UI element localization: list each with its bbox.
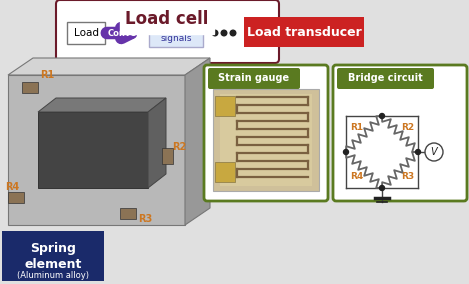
FancyBboxPatch shape <box>162 148 173 164</box>
Text: (Aluminum alloy): (Aluminum alloy) <box>17 271 89 280</box>
Text: R2: R2 <box>172 142 186 152</box>
FancyBboxPatch shape <box>204 65 328 201</box>
FancyBboxPatch shape <box>215 96 235 116</box>
FancyBboxPatch shape <box>2 231 104 281</box>
Circle shape <box>416 149 421 154</box>
Text: R4: R4 <box>5 182 19 192</box>
FancyBboxPatch shape <box>208 68 300 89</box>
FancyBboxPatch shape <box>213 89 319 191</box>
Circle shape <box>379 114 385 118</box>
Circle shape <box>212 30 218 36</box>
Text: R1: R1 <box>40 70 54 80</box>
FancyBboxPatch shape <box>22 82 38 93</box>
FancyBboxPatch shape <box>333 65 467 201</box>
Polygon shape <box>8 75 185 225</box>
FancyBboxPatch shape <box>220 94 312 186</box>
Text: R3: R3 <box>138 214 152 224</box>
Text: Bridge circuit: Bridge circuit <box>348 73 423 83</box>
FancyBboxPatch shape <box>215 162 235 182</box>
Text: Load: Load <box>74 28 98 38</box>
Text: Convert: Convert <box>107 28 145 37</box>
Circle shape <box>230 30 236 36</box>
Text: Load cell: Load cell <box>125 10 209 28</box>
Text: Strain gauge: Strain gauge <box>219 73 289 83</box>
FancyBboxPatch shape <box>337 68 434 89</box>
Text: R2: R2 <box>401 123 414 132</box>
Polygon shape <box>38 98 166 112</box>
Text: Load transducer: Load transducer <box>247 26 362 39</box>
Polygon shape <box>185 58 210 225</box>
FancyBboxPatch shape <box>244 17 364 47</box>
Polygon shape <box>38 112 148 188</box>
FancyBboxPatch shape <box>56 0 279 63</box>
Polygon shape <box>8 58 210 75</box>
Text: Spring
element: Spring element <box>24 242 82 271</box>
FancyBboxPatch shape <box>149 19 203 47</box>
FancyBboxPatch shape <box>120 208 136 219</box>
Circle shape <box>221 30 227 36</box>
Polygon shape <box>148 98 166 188</box>
FancyBboxPatch shape <box>67 22 105 44</box>
Circle shape <box>379 185 385 191</box>
FancyBboxPatch shape <box>8 192 24 203</box>
Text: R1: R1 <box>350 123 363 132</box>
Text: R4: R4 <box>350 172 363 181</box>
Circle shape <box>343 149 348 154</box>
Text: V: V <box>431 147 437 157</box>
Text: R3: R3 <box>401 172 414 181</box>
Circle shape <box>425 143 443 161</box>
FancyArrowPatch shape <box>107 28 131 38</box>
Text: Electrical
signals: Electrical signals <box>155 23 197 43</box>
